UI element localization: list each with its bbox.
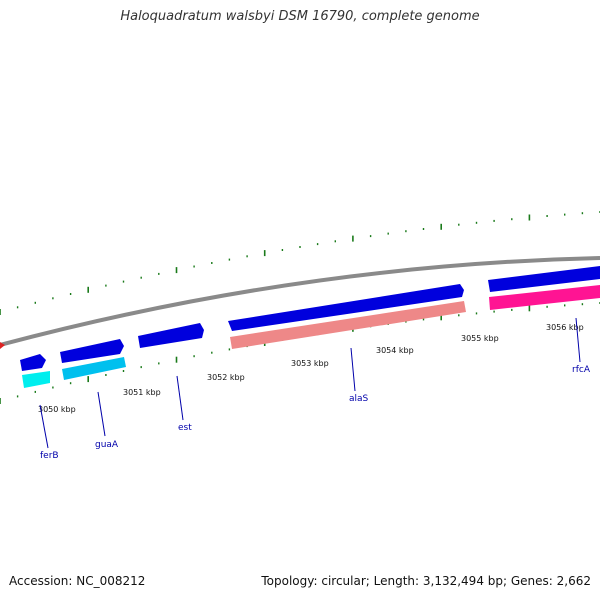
gene-label-guaA: guaA: [95, 440, 119, 450]
gene-label-est: est: [178, 423, 192, 433]
scale-label-3054: 3054 kbp: [376, 346, 414, 355]
scale-label-3056: 3056 kbp: [546, 323, 584, 332]
trna-feature-ferB: [22, 371, 50, 388]
gene-alaS-arrow: [228, 284, 464, 331]
genome-backbone: [0, 256, 600, 347]
gene-rfcA-arrow: [488, 266, 600, 292]
scale-label-3052: 3052 kbp: [207, 373, 245, 382]
leader-line-guaA: [97, 391, 106, 437]
gene-label-alaS: alaS: [349, 394, 369, 404]
genome-summary-text: Topology: circular; Length: 3,132,494 bp…: [261, 574, 591, 588]
gene-guaA-arrow: [60, 339, 124, 363]
scale-label-3051: 3051 kbp: [123, 388, 161, 397]
scale-label-3055: 3055 kbp: [461, 334, 499, 343]
trna-feature-guaA: [62, 357, 126, 380]
leader-line-alaS: [350, 347, 356, 392]
leader-line-ferB: [39, 404, 49, 449]
leader-line-est: [176, 375, 184, 421]
outer-tick-ring: [0, 211, 600, 315]
accession-text: Accession: NC_008212: [9, 574, 146, 588]
gene-label-ferB: ferB: [40, 451, 59, 461]
gene-ferB-arrow: [20, 354, 46, 371]
partial-feature-mark: [0, 342, 5, 349]
leader-line-rfcA: [575, 317, 581, 363]
gene-label-rfcA: rfcA: [572, 365, 591, 375]
rrna-feature-alaS: [230, 301, 466, 349]
misc-feature-rfcA: [489, 285, 600, 310]
scale-label-3050: 3050 kbp: [38, 405, 76, 414]
map-title: Haloquadratum walsbyi DSM 16790, complet…: [120, 9, 480, 24]
gene-est-arrow: [138, 323, 204, 348]
scale-label-3053: 3053 kbp: [291, 359, 329, 368]
